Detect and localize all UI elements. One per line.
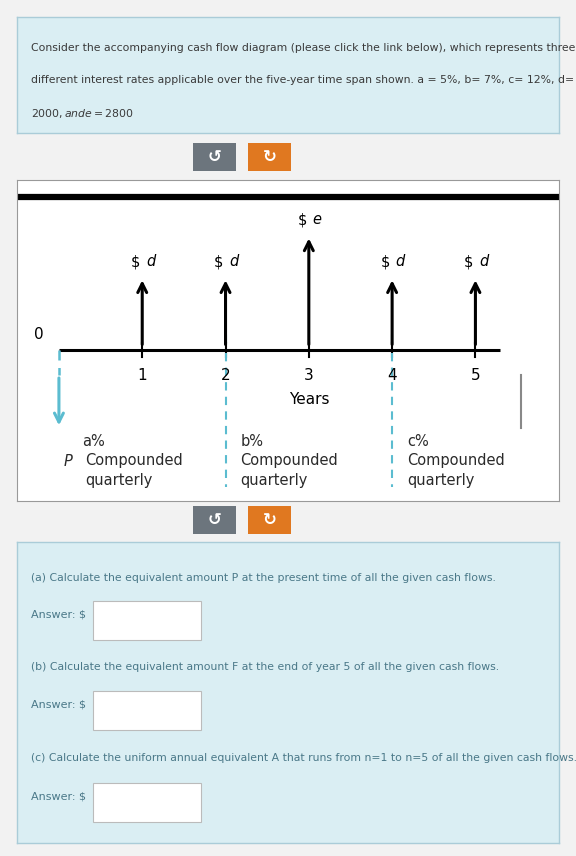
Text: d: d bbox=[396, 254, 405, 269]
Text: Answer: $: Answer: $ bbox=[31, 792, 86, 801]
Bar bbox=[93, 783, 202, 822]
Text: d: d bbox=[146, 254, 155, 269]
Text: Consider the accompanying cash flow diagram (please click the link below), which: Consider the accompanying cash flow diag… bbox=[31, 43, 575, 52]
Text: e: e bbox=[313, 212, 321, 227]
Text: ↻: ↻ bbox=[262, 148, 276, 166]
Text: ↺: ↺ bbox=[207, 148, 222, 166]
Text: $: $ bbox=[214, 254, 223, 269]
Text: ↺: ↺ bbox=[207, 511, 222, 529]
Text: quarterly: quarterly bbox=[86, 473, 153, 488]
Text: $: $ bbox=[464, 254, 473, 269]
Text: $: $ bbox=[297, 212, 307, 227]
Text: Compounded: Compounded bbox=[86, 454, 183, 468]
Text: Answer: $: Answer: $ bbox=[31, 699, 86, 710]
Text: 5: 5 bbox=[471, 368, 480, 383]
Text: 1: 1 bbox=[138, 368, 147, 383]
Text: 0: 0 bbox=[35, 327, 44, 342]
Text: (c) Calculate the uniform annual equivalent A that runs from n=1 to n=5 of all t: (c) Calculate the uniform annual equival… bbox=[31, 752, 576, 763]
Text: b%: b% bbox=[241, 434, 263, 449]
Text: Compounded: Compounded bbox=[407, 454, 505, 468]
Text: 4: 4 bbox=[387, 368, 397, 383]
Bar bbox=[93, 601, 202, 639]
Text: Years: Years bbox=[289, 392, 329, 407]
Text: $: $ bbox=[381, 254, 390, 269]
Text: (b) Calculate the equivalent amount F at the end of year 5 of all the given cash: (b) Calculate the equivalent amount F at… bbox=[31, 663, 499, 672]
Text: (a) Calculate the equivalent amount P at the present time of all the given cash : (a) Calculate the equivalent amount P at… bbox=[31, 574, 496, 584]
Text: quarterly: quarterly bbox=[241, 473, 308, 488]
Text: Compounded: Compounded bbox=[241, 454, 338, 468]
Bar bbox=[93, 691, 202, 730]
Text: Answer: $: Answer: $ bbox=[31, 609, 86, 619]
Text: ↻: ↻ bbox=[262, 511, 276, 529]
Text: quarterly: quarterly bbox=[407, 473, 475, 488]
Text: $\it{P}$: $\it{P}$ bbox=[63, 454, 74, 469]
Text: d: d bbox=[479, 254, 488, 269]
Text: c%: c% bbox=[407, 434, 429, 449]
Text: 3: 3 bbox=[304, 368, 314, 383]
Text: $2000, and e= $2800: $2000, and e= $2800 bbox=[31, 107, 134, 120]
Text: different interest rates applicable over the five-year time span shown. a = 5%, : different interest rates applicable over… bbox=[31, 75, 574, 85]
Text: $: $ bbox=[131, 254, 140, 269]
Text: 2: 2 bbox=[221, 368, 230, 383]
Text: a%: a% bbox=[82, 434, 105, 449]
Text: d: d bbox=[229, 254, 238, 269]
